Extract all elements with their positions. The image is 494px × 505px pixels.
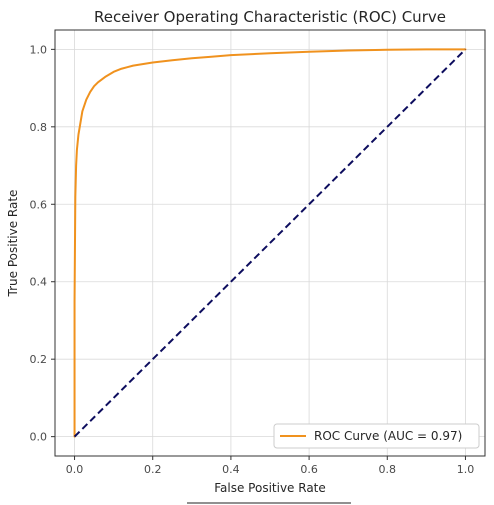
x-tick-label: 0.8: [379, 463, 397, 476]
legend-label-roc: ROC Curve (AUC = 0.97): [314, 429, 462, 443]
legend: ROC Curve (AUC = 0.97): [273, 423, 480, 449]
y-tick-label: 0.8: [30, 121, 48, 134]
chance-diagonal-line: [73, 48, 467, 438]
x-tick-label: 0.0: [66, 463, 84, 476]
y-axis-label: True Positive Rate: [6, 190, 20, 298]
x-axis-label: False Positive Rate: [214, 481, 326, 495]
grid: [55, 30, 485, 456]
y-tick-label: 0.0: [30, 431, 48, 444]
x-tick-label: 1.0: [457, 463, 475, 476]
plot-lines: [73, 48, 467, 438]
chart-title: Receiver Operating Characteristic (ROC) …: [94, 8, 446, 26]
y-tick-label: 1.0: [30, 43, 48, 56]
x-tick-label: 0.2: [144, 463, 162, 476]
y-tick-label: 0.2: [30, 353, 48, 366]
legend-box: [273, 423, 480, 449]
y-tick-label: 0.4: [30, 276, 48, 289]
y-tick-label: 0.6: [30, 198, 48, 211]
x-tick-label: 0.6: [300, 463, 318, 476]
x-tick-label: 0.4: [222, 463, 240, 476]
roc-curve-line: [73, 48, 467, 438]
ticks: 0.0 0.2 0.4 0.6 0.8 1.0 0.0 0.2 0.4 0.6 0.8 1.0: [30, 43, 475, 476]
plot-frame: [54, 29, 486, 457]
